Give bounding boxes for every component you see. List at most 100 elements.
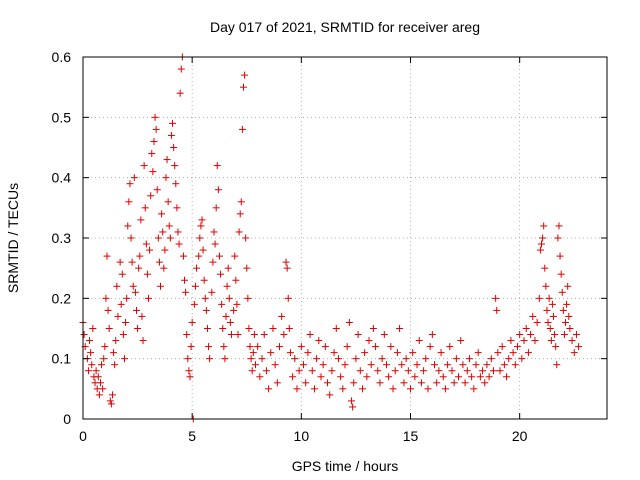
- data-point: [181, 276, 189, 284]
- data-point: [575, 343, 583, 351]
- data-point: [232, 276, 240, 284]
- data-point: [258, 355, 266, 363]
- data-point: [236, 210, 244, 218]
- data-point: [103, 252, 111, 260]
- data-point: [237, 198, 245, 206]
- data-point: [505, 355, 513, 363]
- data-point: [116, 258, 124, 266]
- data-point: [126, 180, 134, 188]
- data-point: [226, 318, 234, 326]
- data-point: [167, 131, 175, 139]
- data-point: [450, 379, 458, 387]
- data-point: [141, 204, 149, 212]
- data-point: [260, 331, 268, 339]
- data-point: [102, 294, 110, 302]
- data-point: [227, 331, 235, 339]
- data-point: [565, 312, 573, 320]
- data-point: [356, 367, 364, 375]
- data-point: [487, 355, 495, 363]
- data-point: [535, 294, 543, 302]
- data-point: [566, 325, 574, 332]
- data-point: [555, 222, 563, 230]
- data-point: [352, 355, 360, 363]
- data-point: [369, 325, 377, 332]
- data-point: [516, 331, 524, 339]
- data-point: [472, 361, 480, 369]
- data-point: [398, 361, 406, 369]
- x-tick-label: 5: [188, 428, 196, 444]
- data-point: [280, 331, 288, 339]
- data-marks: [79, 53, 583, 423]
- data-point: [444, 361, 452, 369]
- data-point: [544, 318, 552, 326]
- data-point: [492, 294, 500, 302]
- data-point: [413, 361, 421, 369]
- data-point: [426, 343, 434, 351]
- data-point: [433, 379, 441, 387]
- data-point: [396, 325, 404, 332]
- data-point: [256, 373, 264, 381]
- data-point: [542, 282, 550, 290]
- data-point: [151, 113, 159, 121]
- data-point: [291, 355, 299, 363]
- data-point: [276, 343, 283, 351]
- y-tick-label: 0: [63, 411, 71, 427]
- data-point: [570, 349, 578, 357]
- data-point: [92, 367, 100, 375]
- data-point: [479, 367, 487, 375]
- data-point: [474, 349, 482, 357]
- data-point: [198, 216, 206, 224]
- data-point: [376, 379, 384, 387]
- data-point: [387, 343, 395, 351]
- data-point: [149, 168, 157, 176]
- data-point: [267, 349, 275, 357]
- data-point: [455, 373, 463, 381]
- data-point: [380, 331, 388, 339]
- data-point: [493, 306, 501, 314]
- data-point: [560, 331, 568, 339]
- data-point: [155, 258, 163, 266]
- data-point: [507, 337, 515, 345]
- data-point: [304, 349, 312, 357]
- y-axis-label: SRMTID / TECUs: [5, 183, 21, 293]
- data-point: [415, 337, 423, 345]
- data-point: [230, 306, 238, 314]
- data-point: [119, 331, 127, 339]
- data-point: [94, 373, 102, 381]
- data-point: [391, 367, 399, 375]
- data-point: [199, 246, 207, 254]
- data-point: [278, 312, 286, 320]
- data-point: [431, 361, 439, 369]
- data-point: [407, 385, 414, 393]
- data-point: [470, 385, 478, 393]
- data-point: [289, 373, 297, 381]
- data-point: [214, 186, 222, 194]
- data-point: [114, 312, 122, 320]
- x-tick-label: 20: [512, 428, 528, 444]
- data-point: [378, 355, 386, 363]
- data-point: [203, 325, 211, 332]
- data-point: [324, 379, 332, 387]
- data-point: [269, 325, 277, 332]
- data-point: [328, 367, 336, 375]
- data-point: [422, 355, 430, 363]
- data-point: [195, 252, 203, 260]
- data-point: [552, 343, 560, 351]
- axis-ticks: 0 5 10 15 20 0 0.1 0.2 0.3 0.4 0.5 0.6: [52, 49, 607, 444]
- data-point: [170, 144, 178, 151]
- data-point: [417, 379, 425, 387]
- data-point: [128, 258, 136, 266]
- data-point: [553, 361, 561, 369]
- data-point: [179, 252, 187, 260]
- data-point: [500, 361, 508, 369]
- data-point: [489, 367, 497, 375]
- data-point: [127, 234, 135, 242]
- data-point: [251, 361, 259, 369]
- data-point: [182, 288, 190, 296]
- data-point: [112, 337, 120, 345]
- y-tick-label: 0.6: [52, 49, 72, 65]
- data-point: [448, 367, 456, 375]
- data-point: [271, 361, 279, 369]
- data-point: [254, 343, 262, 351]
